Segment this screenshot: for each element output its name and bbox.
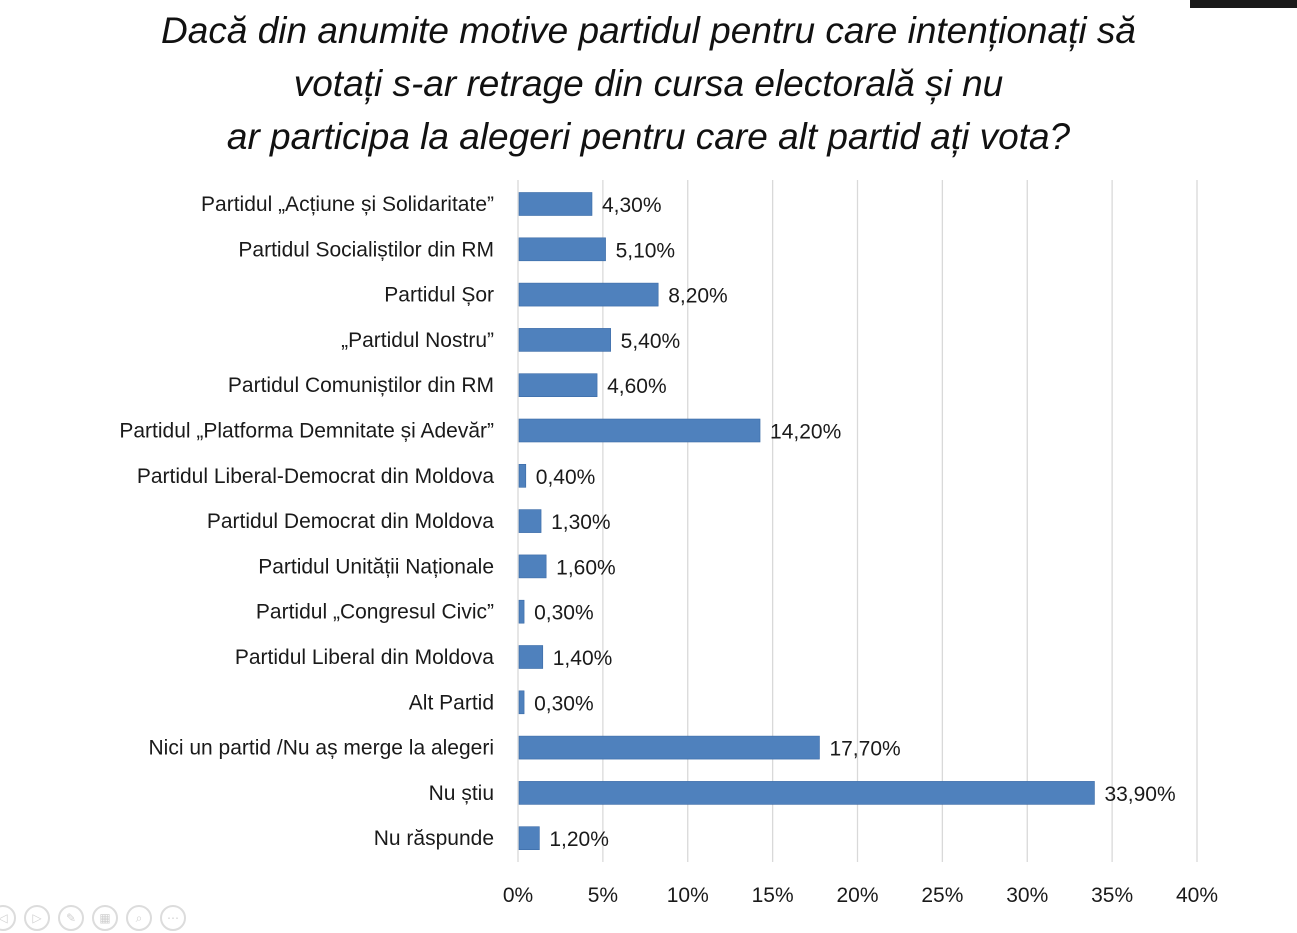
x-tick-label: 35% (1091, 884, 1133, 907)
slides-grid-icon[interactable]: ▦ (92, 905, 118, 931)
data-label: 1,60% (556, 556, 616, 579)
bar (518, 373, 598, 398)
category-label: Nici un partid /Nu aș merge la alegeri (149, 737, 495, 760)
bar (518, 237, 606, 262)
bar (518, 463, 527, 488)
category-label: Partidul Șor (384, 284, 494, 307)
x-tick-label: 20% (836, 884, 878, 907)
bar (518, 418, 761, 443)
data-label: 5,40% (621, 330, 681, 353)
category-label: Partidul Unității Naționale (258, 555, 494, 578)
category-label: Partidul Socialiștilor din RM (238, 238, 494, 261)
bar (518, 328, 611, 352)
bar (518, 554, 547, 579)
bar (518, 192, 593, 216)
category-label: Nu răspunde (374, 827, 494, 850)
x-tick-label: 0% (503, 884, 533, 907)
bar (518, 735, 820, 760)
chart-title: Dacă din anumite motive partidul pentru … (40, 4, 1257, 163)
x-tick-label: 5% (588, 884, 618, 907)
category-label: Alt Partid (409, 691, 494, 714)
category-label: Partidul Liberal-Democrat din Moldova (137, 465, 494, 488)
data-label: 5,10% (616, 239, 676, 262)
data-label: 0,40% (536, 466, 596, 489)
data-label: 4,60% (607, 375, 667, 398)
slideshow-toolbar: ◁ ▷ ✎ ▦ ⌕ ⋯ (0, 903, 186, 933)
data-label: 1,40% (553, 647, 613, 670)
data-label: 0,30% (534, 602, 594, 625)
x-tick-label: 15% (752, 884, 794, 907)
x-tick-label: 30% (1006, 884, 1048, 907)
bar (518, 599, 525, 624)
bar (518, 781, 1095, 805)
x-tick-label: 40% (1176, 884, 1218, 907)
category-label: Partidul Comuniștilor din RM (228, 374, 494, 397)
data-label: 0,30% (534, 692, 594, 715)
chart-title-line: Dacă din anumite motive partidul pentru … (161, 10, 1136, 51)
category-label: Partidul „Congresul Civic” (256, 601, 494, 624)
category-label: Partidul Liberal din Moldova (235, 646, 494, 669)
bar (518, 282, 659, 307)
category-labels: Partidul „Acțiune și Solidaritate” Partid… (119, 193, 494, 850)
chart-title-line: votați s-ar retrage din cursa electorală… (293, 63, 1004, 104)
category-label: Partidul Democrat din Moldova (207, 510, 494, 533)
x-axis-ticks: 0% 5% 10% 15% 20% 25% 30% 35% 40% (503, 884, 1218, 907)
more-options-icon[interactable]: ⋯ (160, 905, 186, 931)
category-label: Partidul „Platforma Demnitate și Adevăr” (119, 420, 494, 443)
zoom-icon[interactable]: ⌕ (126, 905, 152, 931)
data-label: 17,70% (829, 738, 900, 761)
bar (518, 645, 544, 669)
data-label: 8,20% (668, 285, 728, 308)
window-edge (1190, 0, 1297, 8)
previous-slide-icon[interactable]: ◁ (0, 905, 16, 931)
data-label: 1,20% (549, 828, 609, 851)
data-labels: 4,30% 5,10% 8,20% 5,40% 4,60% 14,20% 0,40% 1,30… (534, 194, 1176, 851)
pen-icon[interactable]: ✎ (58, 905, 84, 931)
bar (518, 509, 542, 533)
x-tick-label: 25% (921, 884, 963, 907)
bars (518, 192, 1095, 851)
data-label: 33,90% (1104, 783, 1175, 806)
data-label: 1,30% (551, 511, 611, 534)
category-label: Partidul „Acțiune și Solidaritate” (201, 193, 494, 216)
bar (518, 826, 540, 851)
category-label: „Partidul Nostru” (341, 329, 494, 352)
bar (518, 690, 525, 715)
category-label: Nu știu (429, 782, 494, 805)
x-tick-label: 10% (667, 884, 709, 907)
chart-title-line: ar participa la alegeri pentru care alt … (226, 116, 1071, 157)
data-label: 14,20% (770, 421, 841, 444)
data-label: 4,30% (602, 194, 662, 217)
next-slide-icon[interactable]: ▷ (24, 905, 50, 931)
